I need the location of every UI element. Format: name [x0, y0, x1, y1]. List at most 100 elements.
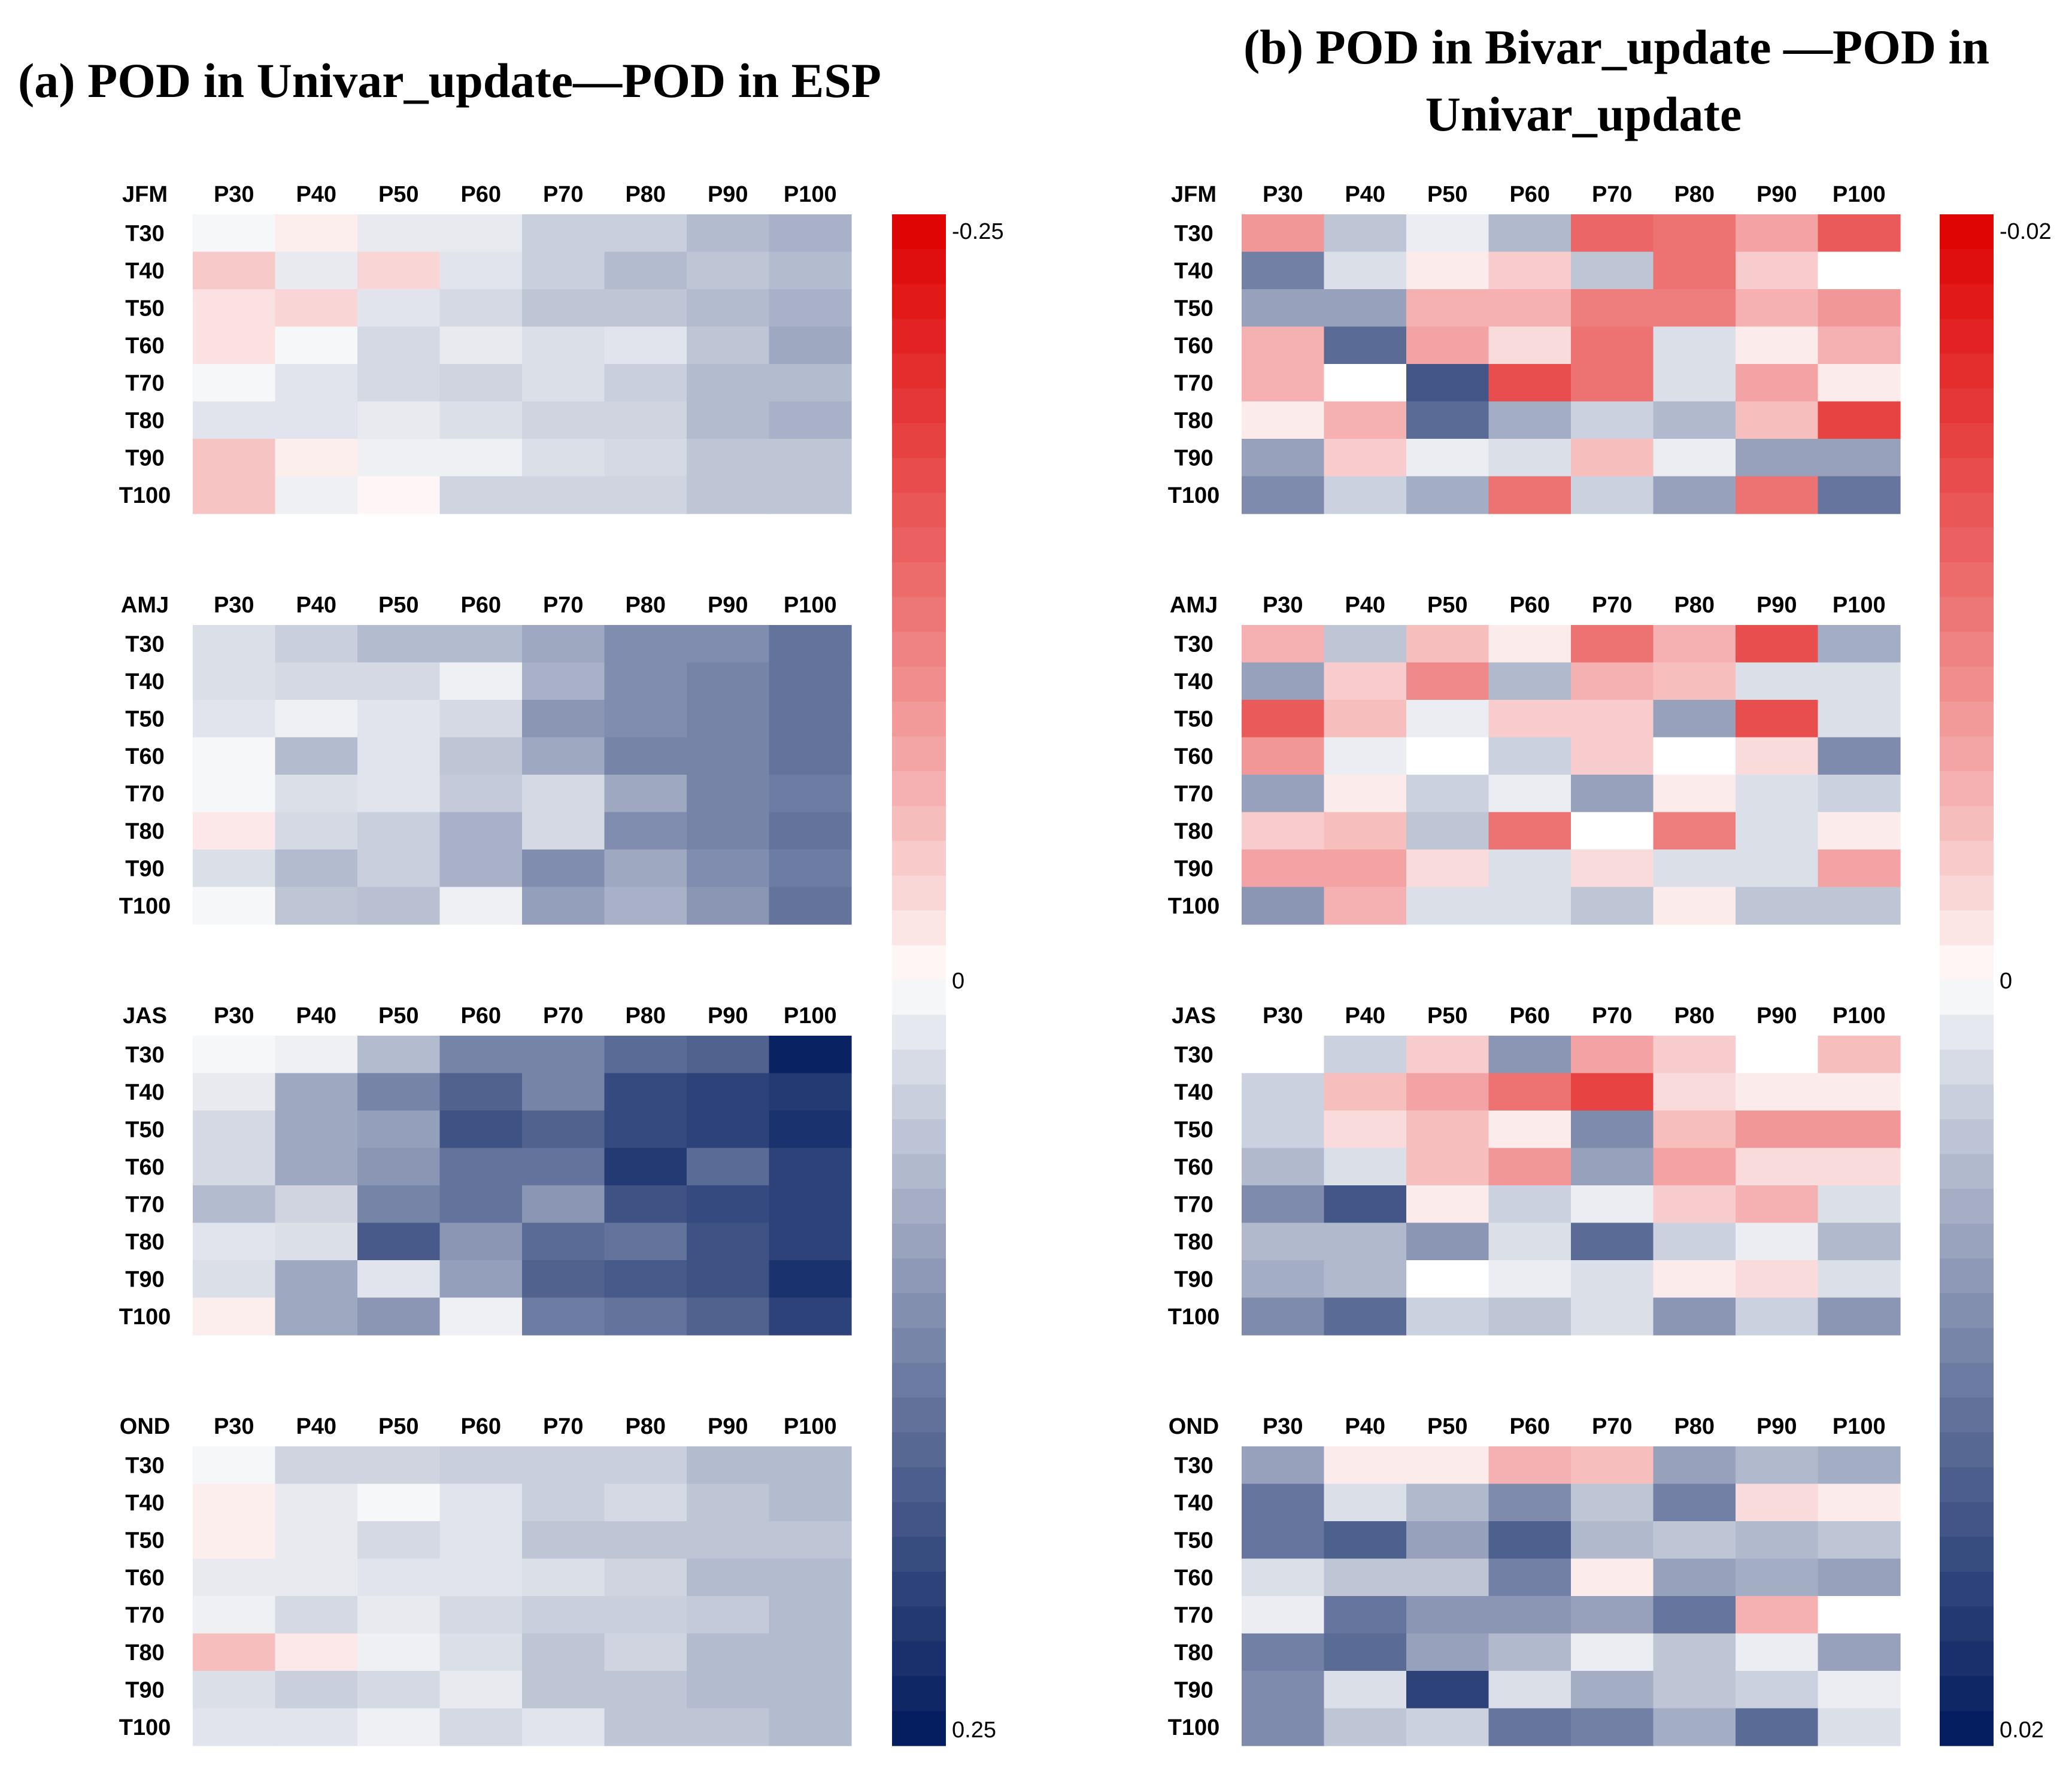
- heatmap-cell: [1488, 1036, 1572, 1074]
- heatmap-cell: [1818, 1260, 1901, 1298]
- heatmap-cell: [522, 812, 605, 850]
- heatmap-cell: [1324, 1596, 1407, 1634]
- heatmap-cell: [604, 1111, 687, 1149]
- heatmap-cell: [1653, 401, 1736, 439]
- heatmap-cell: [275, 1708, 358, 1746]
- colorbar-segment: [892, 945, 946, 981]
- heatmap-cell: [1242, 700, 1325, 738]
- heatmap-cell: [1242, 1297, 1325, 1336]
- heatmap-cell: [1324, 812, 1407, 850]
- column-label: P100: [1833, 1414, 1886, 1439]
- column-label: P80: [1674, 182, 1715, 207]
- heatmap-cell: [1571, 700, 1654, 738]
- row-label: T40: [1174, 259, 1213, 284]
- heatmap-cell: [1818, 251, 1901, 290]
- heatmap-cell: [687, 1446, 770, 1485]
- row-label: T90: [125, 1677, 164, 1703]
- heatmap-cell: [769, 1633, 852, 1671]
- heatmap-cell: [604, 1483, 687, 1522]
- heatmap-cell: [1818, 700, 1901, 738]
- heatmap-cell: [275, 1073, 358, 1111]
- heatmap-cell: [1406, 1297, 1489, 1336]
- heatmap-cell: [1653, 1185, 1736, 1224]
- heatmap-cell: [1406, 849, 1489, 888]
- heatmap-cell: [1736, 775, 1819, 813]
- heatmap-cell: [193, 700, 276, 738]
- heatmap-cell: [1324, 1297, 1407, 1336]
- colorbar-segment: [1940, 841, 1994, 876]
- heatmap-cell: [1571, 1185, 1654, 1224]
- heatmap-cell: [357, 1148, 441, 1186]
- heatmap-cell: [193, 364, 276, 402]
- heatmap-cell: [1818, 1222, 1901, 1261]
- heatmap-cell: [687, 1148, 770, 1186]
- heatmap-cell: [193, 1483, 276, 1522]
- heatmap-cell: [1571, 401, 1654, 439]
- heatmap-cell: [275, 625, 358, 663]
- heatmap-cell: [769, 1671, 852, 1709]
- colorbar-segment: [1940, 1119, 1994, 1155]
- heatmap-cell: [1653, 251, 1736, 290]
- heatmap-cell: [1736, 326, 1819, 365]
- row-label: T100: [1168, 1304, 1220, 1330]
- column-label: P90: [708, 593, 748, 618]
- heatmap-cell: [357, 1521, 441, 1560]
- row-label: T90: [1174, 856, 1213, 881]
- heatmap-cell: [357, 1671, 441, 1709]
- colorbar-segment: [1940, 457, 1994, 493]
- heatmap-cell: [193, 849, 276, 888]
- season-label-jfm: JFM: [122, 182, 168, 207]
- heatmap-cell: [1653, 1036, 1736, 1074]
- colorbar-segment: [1940, 1328, 1994, 1364]
- row-label: T50: [125, 1528, 164, 1553]
- heatmap-cell: [1736, 1111, 1819, 1149]
- heatmap-cell: [522, 1483, 605, 1522]
- heatmap-cell: [1324, 1111, 1407, 1149]
- heatmap-cell: [1736, 662, 1819, 700]
- column-label: P70: [543, 1414, 584, 1439]
- row-label: T50: [1174, 1117, 1213, 1142]
- heatmap-cell: [1488, 625, 1572, 663]
- heatmap-cell: [439, 849, 523, 888]
- heatmap-cell: [604, 326, 687, 365]
- heatmap-cell: [275, 1521, 358, 1560]
- heatmap-cell: [1242, 214, 1325, 253]
- column-label: P60: [1509, 1414, 1550, 1439]
- heatmap-cell: [1736, 1708, 1819, 1746]
- heatmap-cell: [604, 1558, 687, 1597]
- heatmap-cell: [1653, 737, 1736, 775]
- heatmap-cell: [1736, 1446, 1819, 1485]
- colorbar-segment: [1940, 1223, 1994, 1259]
- heatmap-cell: [1571, 439, 1654, 477]
- heatmap-cell: [439, 401, 523, 439]
- heatmap-cell: [1818, 1708, 1901, 1746]
- season-label-jas: JAS: [1172, 1003, 1216, 1028]
- heatmap-cell: [522, 1708, 605, 1746]
- heatmap-cell: [1653, 1596, 1736, 1634]
- heatmap-cell: [1242, 289, 1325, 327]
- colorbar-segment: [892, 318, 946, 354]
- heatmap-cell: [1736, 1260, 1819, 1298]
- heatmap-cell: [1736, 401, 1819, 439]
- heatmap-cell: [439, 887, 523, 925]
- heatmap-cell: [1324, 1222, 1407, 1261]
- heatmap-cell: [1571, 775, 1654, 813]
- heatmap-cell: [193, 1633, 276, 1671]
- heatmap-cell: [1406, 1521, 1489, 1560]
- heatmap-cell: [769, 1185, 852, 1224]
- heatmap-cell: [1571, 1073, 1654, 1111]
- heatmap-cell: [439, 737, 523, 775]
- heatmap-cell: [1324, 1446, 1407, 1485]
- heatmap-cell: [1242, 662, 1325, 700]
- heatmap-cell: [604, 812, 687, 850]
- heatmap-cell: [1571, 1633, 1654, 1671]
- colorbar-segment: [1940, 1571, 1994, 1607]
- row-label: T30: [1174, 1042, 1213, 1067]
- row-label: T30: [125, 1042, 164, 1067]
- heatmap-cell: [522, 364, 605, 402]
- heatmap-cell: [193, 1111, 276, 1149]
- heatmap-cell: [1242, 439, 1325, 477]
- colorbar-segment: [1940, 1293, 1994, 1328]
- heatmap-cell: [193, 1708, 276, 1746]
- heatmap-cell: [1653, 1111, 1736, 1149]
